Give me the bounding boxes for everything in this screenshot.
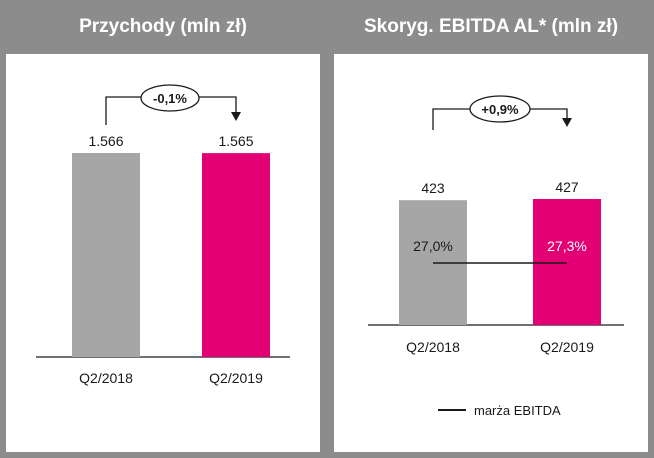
ebitda-change-arrow-icon: [562, 118, 572, 127]
revenue-panel: Przychody (mln zł) 1.566 1.565 Q2/2018 Q…: [0, 0, 326, 458]
legend-label: marża EBITDA: [474, 403, 561, 418]
category-label-q2-2018: Q2/2018: [406, 339, 460, 355]
ebitda-chart-area: 423 427 27,0% 27,3% Q2/2018 Q2/2019 +0,9…: [334, 54, 648, 452]
margin-label-q2-2019: 27,3%: [547, 238, 587, 254]
ebitda-chart-title: Skoryg. EBITDA AL* (mln zł): [328, 0, 654, 54]
value-label-revenue-q2-2019: 1.565: [218, 133, 253, 149]
bar-revenue-q2-2018: [72, 153, 140, 357]
ebitda-change-badge: [469, 95, 531, 123]
ebitda-change-label: +0,9%: [481, 102, 519, 117]
value-label-ebitda-q2-2018: 423: [421, 180, 445, 196]
bar-revenue-q2-2019: [202, 153, 270, 357]
category-label-q2-2019: Q2/2019: [540, 339, 594, 355]
revenue-change-label: -0,1%: [153, 91, 187, 106]
category-label-q2-2019: Q2/2019: [209, 370, 263, 386]
revenue-change-badge: [140, 84, 200, 112]
value-label-revenue-q2-2018: 1.566: [88, 133, 123, 149]
ebitda-chart-svg: 423 427 27,0% 27,3% Q2/2018 Q2/2019 +0,9…: [368, 95, 624, 418]
revenue-chart-area: 1.566 1.565 Q2/2018 Q2/2019 -0,1%: [6, 54, 320, 452]
revenue-change-arrow-icon: [231, 112, 241, 121]
ebitda-panel: Skoryg. EBITDA AL* (mln zł) 423 427 27,0…: [328, 0, 654, 458]
category-label-q2-2018: Q2/2018: [79, 370, 133, 386]
revenue-chart-title: Przychody (mln zł): [0, 0, 326, 54]
value-label-ebitda-q2-2019: 427: [555, 179, 579, 195]
bar-ebitda-q2-2019: [533, 199, 601, 325]
margin-label-q2-2018: 27,0%: [413, 238, 453, 254]
revenue-chart-svg: 1.566 1.565 Q2/2018 Q2/2019 -0,1%: [36, 84, 290, 386]
